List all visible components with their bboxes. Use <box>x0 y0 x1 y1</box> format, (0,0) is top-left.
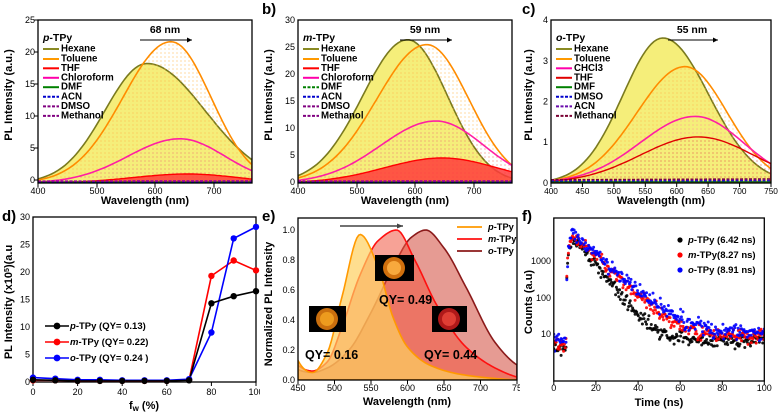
svg-text:b): b) <box>262 1 276 18</box>
svg-text:PL Intensity (a.u.): PL Intensity (a.u.) <box>263 49 275 141</box>
svg-text:5: 5 <box>25 350 30 360</box>
svg-text:d): d) <box>2 208 16 225</box>
svg-text:15: 15 <box>285 96 295 106</box>
svg-text:QY= 0.44: QY= 0.44 <box>424 348 477 362</box>
svg-text:30: 30 <box>20 212 30 222</box>
svg-text:c): c) <box>522 1 535 18</box>
svg-text:68 nm: 68 nm <box>150 24 180 36</box>
svg-text:4: 4 <box>543 15 548 25</box>
svg-text:550: 550 <box>363 383 378 393</box>
svg-text:Counts (a.u): Counts (a.u) <box>523 270 535 334</box>
svg-text:o-TPy: o-TPy <box>488 246 515 256</box>
svg-text:10: 10 <box>20 322 30 332</box>
svg-text:m-TPy: m-TPy <box>303 32 335 44</box>
svg-text:f): f) <box>522 208 532 225</box>
svg-text:450: 450 <box>575 186 589 196</box>
svg-text:30: 30 <box>285 15 295 25</box>
svg-text:400: 400 <box>290 186 305 196</box>
svg-text:Normalized PL Intensity: Normalized PL Intensity <box>263 241 275 366</box>
svg-text:PL Intensity (a.u.): PL Intensity (a.u.) <box>523 49 535 141</box>
svg-text:1: 1 <box>543 137 548 147</box>
svg-text:25: 25 <box>285 42 295 52</box>
svg-text:Wavelength (nm): Wavelength (nm) <box>363 396 452 408</box>
svg-text:o-TPy (8.91 ns): o-TPy (8.91 ns) <box>688 265 756 276</box>
svg-text:p-TPy (6.42 ns): p-TPy (6.42 ns) <box>687 235 756 246</box>
svg-text:p-TPy (QY= 0.13): p-TPy (QY= 0.13) <box>69 321 146 332</box>
svg-text:10: 10 <box>25 111 35 121</box>
svg-text:20: 20 <box>20 267 30 277</box>
svg-text:2: 2 <box>543 97 548 107</box>
svg-text:o-TPy: o-TPy <box>556 32 585 44</box>
svg-text:e): e) <box>262 208 275 225</box>
svg-text:1000: 1000 <box>531 256 551 266</box>
svg-text:p-TPy: p-TPy <box>487 222 515 232</box>
svg-text:QY= 0.49: QY= 0.49 <box>379 293 432 307</box>
svg-text:5: 5 <box>290 150 295 160</box>
svg-text:fw (%): fw (%) <box>129 400 159 413</box>
svg-text:700: 700 <box>466 186 481 196</box>
svg-text:0: 0 <box>30 387 35 397</box>
svg-text:3: 3 <box>543 56 548 66</box>
svg-text:QY= 0.16: QY= 0.16 <box>305 348 358 362</box>
svg-text:700: 700 <box>206 186 221 196</box>
svg-text:500: 500 <box>327 383 342 393</box>
svg-text:100: 100 <box>248 387 260 397</box>
svg-text:100: 100 <box>536 293 551 303</box>
svg-text:60: 60 <box>162 387 172 397</box>
svg-text:Methanol: Methanol <box>61 111 104 122</box>
svg-text:Wavelength (nm): Wavelength (nm) <box>101 195 190 207</box>
svg-text:o-TPy (QY= 0.24 ): o-TPy (QY= 0.24 ) <box>70 353 148 364</box>
svg-text:400: 400 <box>544 186 558 196</box>
svg-text:Wavelength (nm): Wavelength (nm) <box>361 195 450 207</box>
svg-text:0: 0 <box>25 377 30 387</box>
svg-text:600: 600 <box>400 383 415 393</box>
svg-text:Time (ns): Time (ns) <box>635 397 684 409</box>
svg-text:400: 400 <box>30 186 45 196</box>
svg-text:Methanol: Methanol <box>321 111 364 122</box>
svg-text:75: 75 <box>512 383 520 393</box>
svg-text:Methanol: Methanol <box>574 111 617 122</box>
svg-text:40: 40 <box>117 387 127 397</box>
svg-text:PL Intensity (x105)(a.u: PL Intensity (x105)(a.u <box>3 245 15 359</box>
svg-text:750: 750 <box>764 186 778 196</box>
svg-text:20: 20 <box>25 47 35 57</box>
svg-text:1.0: 1.0 <box>282 225 295 235</box>
svg-text:25: 25 <box>25 15 35 25</box>
svg-text:20: 20 <box>285 69 295 79</box>
svg-text:m-TPy (QY= 0.22): m-TPy (QY= 0.22) <box>70 337 148 348</box>
svg-text:0.6: 0.6 <box>282 285 295 295</box>
svg-text:59 nm: 59 nm <box>410 24 440 36</box>
svg-text:PL Intensity (a.u.): PL Intensity (a.u.) <box>3 49 15 141</box>
svg-text:10: 10 <box>285 123 295 133</box>
svg-text:m-TPy(8.27 ns): m-TPy(8.27 ns) <box>688 250 756 261</box>
svg-text:10: 10 <box>541 329 551 339</box>
svg-text:80: 80 <box>206 387 216 397</box>
svg-text:0.2: 0.2 <box>282 345 295 355</box>
svg-text:0.4: 0.4 <box>282 315 295 325</box>
svg-text:15: 15 <box>20 295 30 305</box>
svg-text:450: 450 <box>290 383 305 393</box>
svg-text:700: 700 <box>473 383 488 393</box>
svg-text:p-TPy: p-TPy <box>42 32 72 44</box>
svg-text:650: 650 <box>436 383 451 393</box>
svg-text:m-TPy: m-TPy <box>488 234 517 244</box>
svg-text:0.8: 0.8 <box>282 255 295 265</box>
svg-text:15: 15 <box>25 79 35 89</box>
svg-text:25: 25 <box>20 240 30 250</box>
svg-text:20: 20 <box>73 387 83 397</box>
svg-text:55 nm: 55 nm <box>677 24 707 36</box>
svg-text:Wavelength (nm): Wavelength (nm) <box>617 195 706 207</box>
svg-text:700: 700 <box>733 186 747 196</box>
